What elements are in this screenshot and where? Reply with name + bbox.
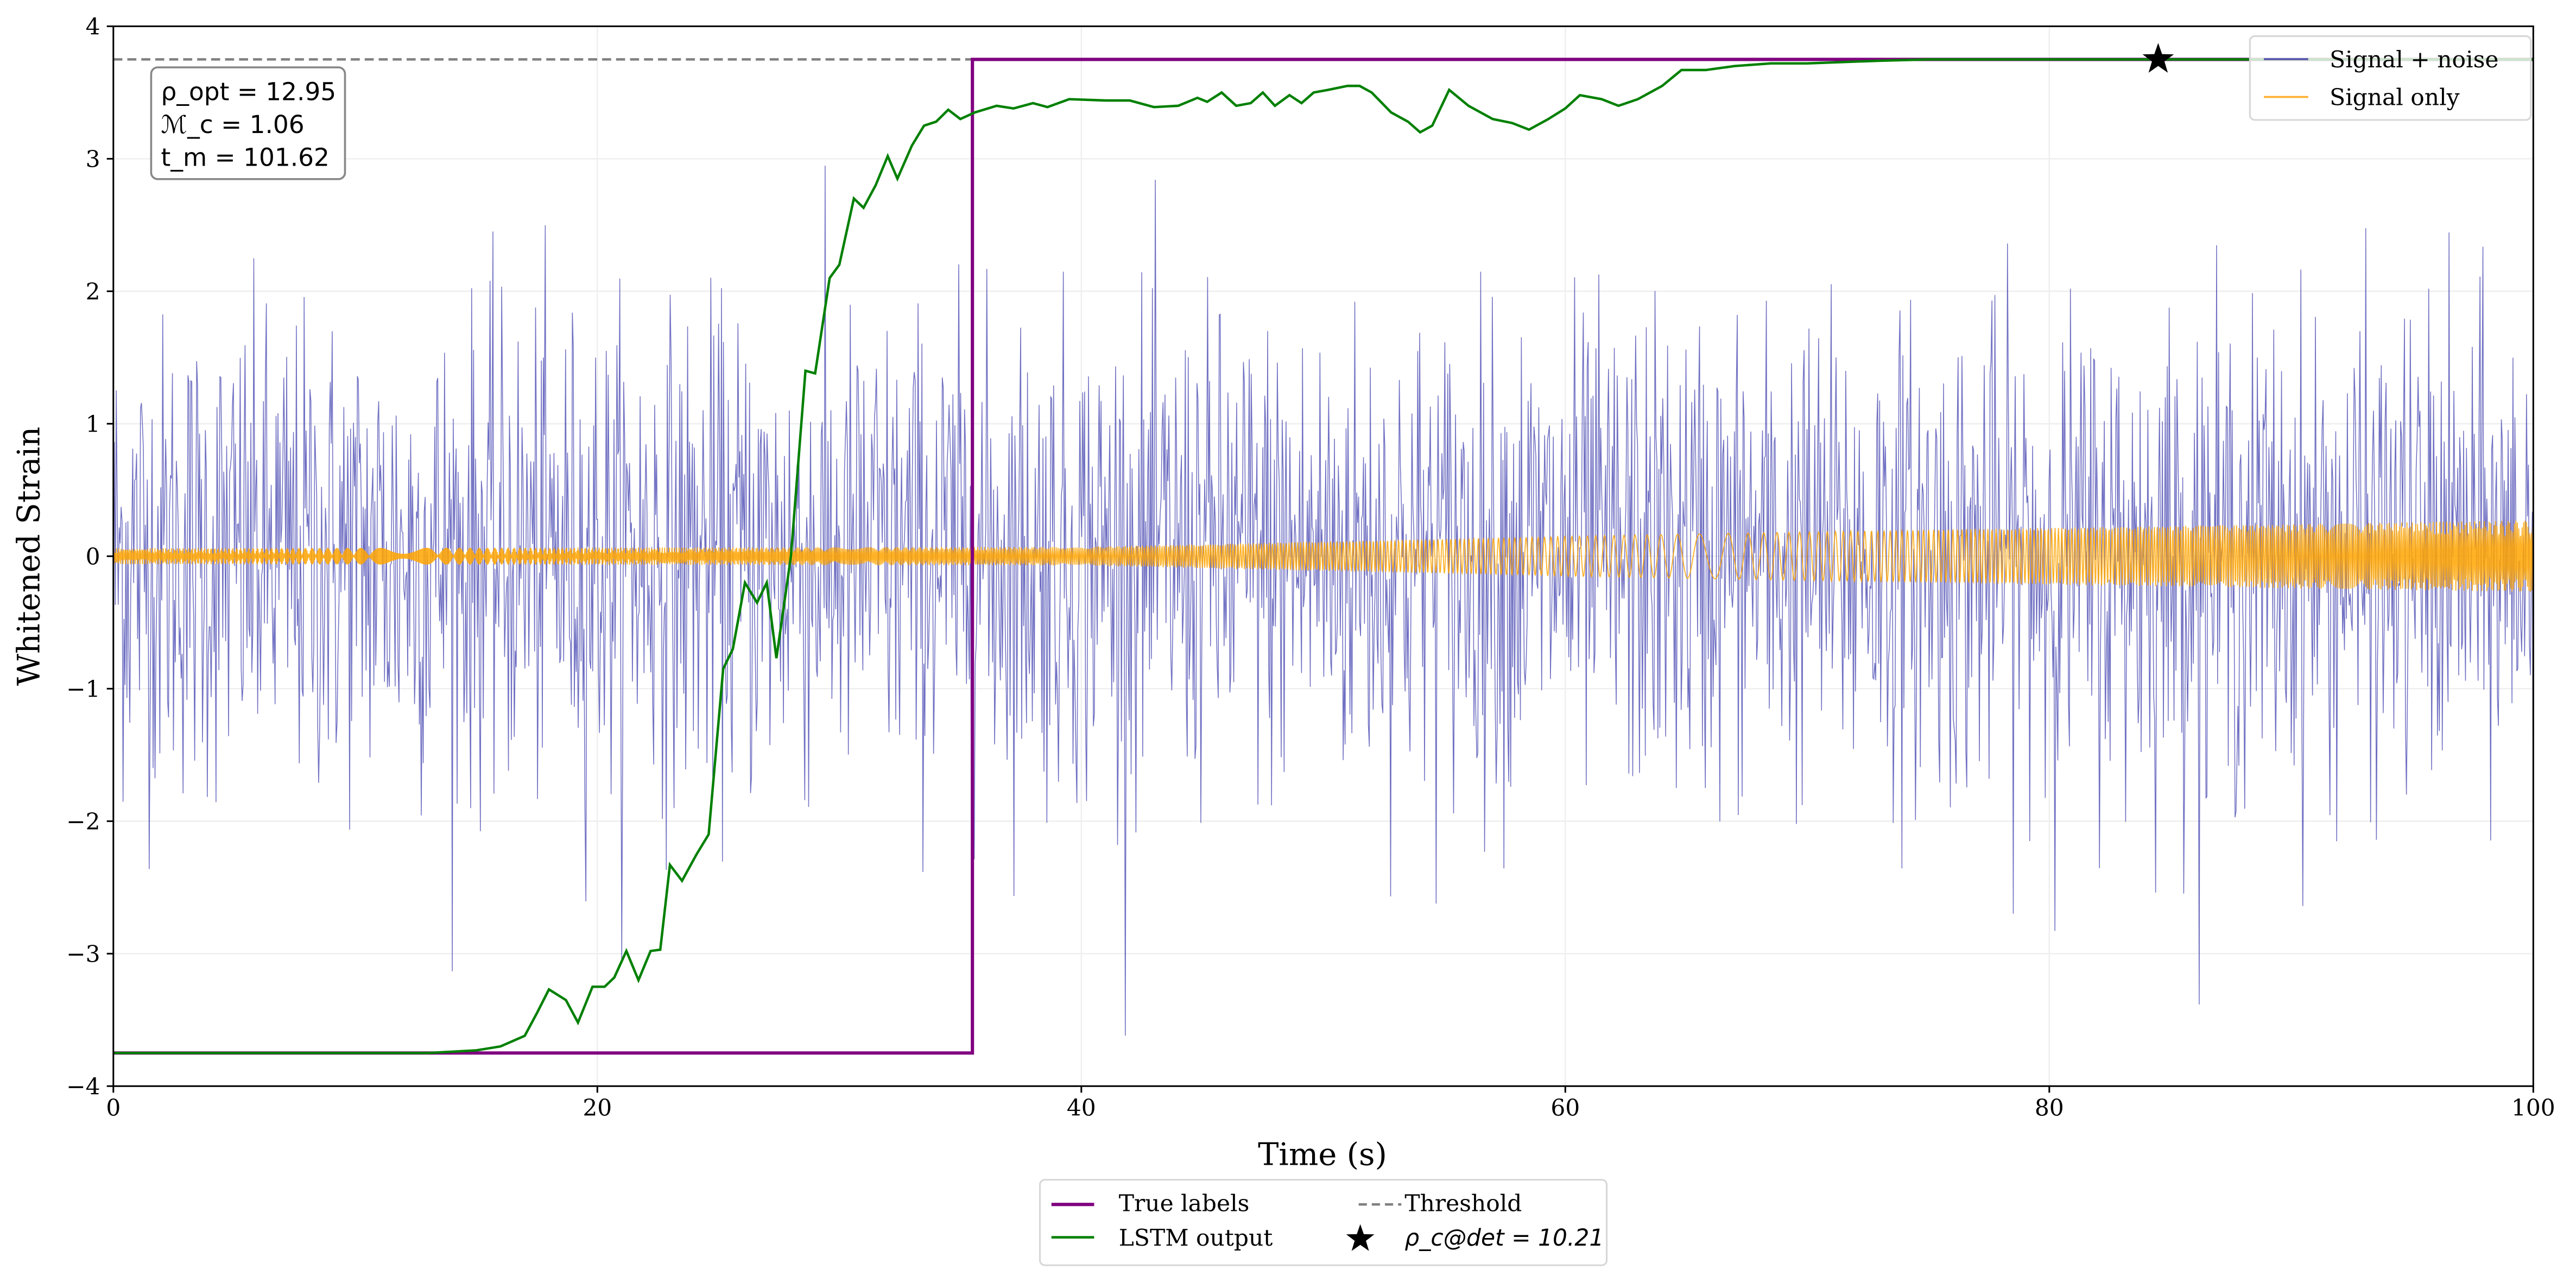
y-tick-label: 1 xyxy=(86,411,100,437)
x-tick-label: 60 xyxy=(1550,1095,1580,1121)
axis-ticks: 0 20 40 60 80 100 −4 −3 −2 −1 0 1 2 3 4 xyxy=(66,14,2555,1121)
signal-only-line xyxy=(113,520,2534,592)
legend-signal-noise: Signal + noise xyxy=(2330,46,2498,73)
x-tick-label: 0 xyxy=(106,1095,121,1121)
legend-threshold: Threshold xyxy=(1404,1190,1522,1216)
y-tick-label: −3 xyxy=(66,940,100,967)
y-tick-label: −4 xyxy=(66,1073,100,1100)
annotation-chirp-mass: ℳ_c = 1.06 xyxy=(161,110,305,139)
legend-rho-c-det: ρ_c@det = 10.21 xyxy=(1404,1224,1604,1251)
x-axis-label: Time (s) xyxy=(1258,1136,1387,1173)
y-tick-label: 2 xyxy=(86,279,100,305)
signal-noise-line xyxy=(113,166,2534,1036)
legend-top-right: Signal + noise Signal only xyxy=(2249,35,2532,121)
y-tick-label: 3 xyxy=(86,146,100,173)
y-tick-label: 4 xyxy=(86,14,100,40)
detection-star-marker xyxy=(2142,43,2174,73)
true-labels-line xyxy=(113,58,2534,1055)
y-tick-label: 0 xyxy=(86,543,100,570)
x-tick-label: 100 xyxy=(2511,1095,2555,1121)
x-tick-label: 20 xyxy=(583,1095,612,1121)
y-tick-label: −1 xyxy=(66,675,100,702)
y-tick-label: −2 xyxy=(66,808,100,835)
annotation-rho-opt: ρ_opt = 12.95 xyxy=(161,78,337,106)
legend-bottom: True labels LSTM output Threshold ρ_c@de… xyxy=(1039,1179,1608,1266)
legend-star-icon xyxy=(1346,1224,1375,1251)
legend-lstm-output: LSTM output xyxy=(1119,1224,1273,1251)
legend-true-labels: True labels xyxy=(1119,1190,1250,1216)
x-tick-label: 40 xyxy=(1067,1095,1096,1121)
legend-signal-only: Signal only xyxy=(2330,84,2460,111)
annotation-merger-time: t_m = 101.62 xyxy=(161,143,330,172)
x-tick-label: 80 xyxy=(2035,1095,2064,1121)
y-axis-label: Whitened Strain xyxy=(11,427,47,686)
annotation-box: ρ_opt = 12.95 ℳ_c = 1.06 t_m = 101.62 xyxy=(150,66,346,180)
lstm-output-line xyxy=(113,58,2534,1054)
